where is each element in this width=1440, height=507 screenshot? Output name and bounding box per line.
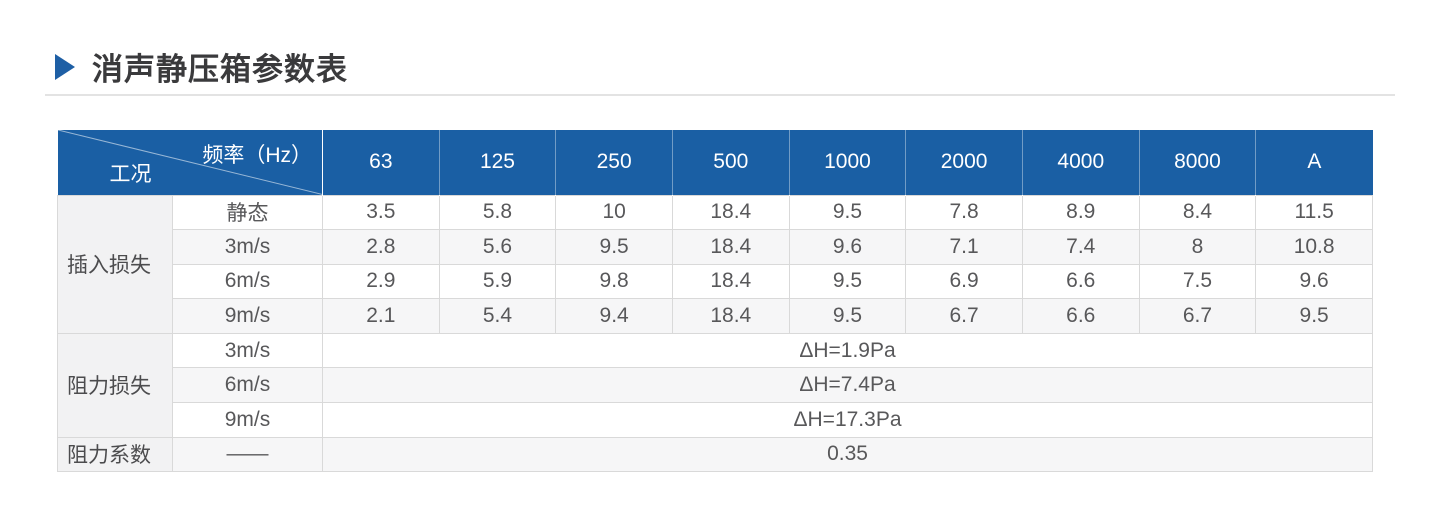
corner-header-cell: 频率（Hz） 工况 [57,130,323,195]
header-row: 频率（Hz） 工况 63 125 250 500 1000 2000 4000 … [57,130,1373,195]
value-cell: 7.4 [1021,229,1140,265]
condition-cell: —— [172,436,323,473]
freq-header: 250 [555,130,673,195]
freq-header: 63 [322,130,440,195]
value-cell: 9.6 [1255,263,1373,300]
condition-cell: 9m/s [172,402,323,438]
value-cell: 9.5 [788,194,907,231]
freq-header: 4000 [1022,130,1140,195]
value-cell: 9.5 [555,229,673,265]
condition-cell: 3m/s [172,332,323,369]
freq-header: 1000 [789,130,907,195]
title-separator [45,94,1395,96]
value-cell: 7.5 [1138,263,1257,300]
value-cell: 10.8 [1255,229,1373,265]
title-triangle-icon [55,53,75,80]
row-group-label-resistance-loss: 阻力损失 [57,332,173,438]
table-row: 9m/s 2.1 5.4 9.4 18.4 9.5 6.7 6.6 6.7 9.… [58,298,1373,334]
corner-label-frequency: 频率（Hz） [202,144,312,167]
table-row: 插入损失 静态 3.5 5.8 10 18.4 9.5 7.8 8.9 8.4 … [57,194,1373,334]
condition-cell: 静态 [172,194,323,231]
value-cell: 2.9 [322,263,440,300]
value-cell: 9.5 [788,298,907,334]
value-cell: 6.7 [1138,298,1257,334]
value-cell: 18.4 [671,298,790,334]
merged-value-cell: ΔH=1.9Pa [322,332,1373,369]
table-row: 6m/s 2.9 5.9 9.8 18.4 9.5 6.9 6.6 7.5 9.… [58,263,1373,300]
condition-cell: 6m/s [172,367,323,404]
value-cell: 7.8 [905,194,1023,231]
row-label-resistance-coefficient: 阻力系数 [57,436,173,473]
value-cell: 18.4 [671,194,790,231]
value-cell: 18.4 [671,229,790,265]
value-cell: 6.9 [905,263,1023,300]
corner-label-condition: 工况 [109,162,152,186]
diagonal-divider [58,130,323,195]
value-cell: 9.5 [1255,298,1373,334]
value-cell: 10 [555,194,673,231]
freq-header: A [1255,130,1373,195]
value-cell: 9.8 [555,263,673,300]
table-row: 9m/s ΔH=17.3Pa [58,402,1373,438]
freq-header: 500 [672,130,790,195]
value-cell: 5.8 [438,194,557,231]
value-cell: 8 [1138,229,1257,265]
value-cell: 5.9 [438,263,557,300]
value-cell: 6.6 [1021,298,1140,334]
parameter-table: 频率（Hz） 工况 63 125 250 500 1000 2000 4000 … [57,130,1373,473]
value-cell: 5.6 [438,229,557,265]
condition-cell: 6m/s [172,263,323,300]
freq-header: 2000 [905,130,1023,195]
table-row: 阻力损失 3m/s ΔH=1.9Pa [57,332,1373,438]
value-cell: 2.1 [322,298,440,334]
value-cell: 2.8 [322,229,440,265]
row-group-label-insertion-loss: 插入损失 [57,194,173,334]
value-cell: 9.4 [555,298,673,334]
value-cell: 8.9 [1021,194,1140,231]
value-cell: 9.6 [788,229,907,265]
page-title: 消声静压箱参数表 [92,52,348,87]
table-row: 3m/s 2.8 5.6 9.5 18.4 9.6 7.1 7.4 8 10.8 [58,229,1373,265]
freq-header: 8000 [1139,130,1257,195]
section-title: 消声静压箱参数表 [55,44,348,89]
value-cell: 8.4 [1138,194,1257,231]
value-cell: 18.4 [671,263,790,300]
value-cell: 7.1 [905,229,1023,265]
merged-value-cell: ΔH=17.3Pa [322,402,1373,438]
table-row: 6m/s ΔH=7.4Pa [58,367,1373,404]
merged-value-cell: 0.35 [322,436,1373,473]
table-row: 阻力系数 —— 0.35 [57,436,1373,473]
freq-header: 125 [439,130,557,195]
condition-cell: 3m/s [172,229,323,265]
value-cell: 9.5 [788,263,907,300]
condition-cell: 9m/s [172,298,323,334]
value-cell: 11.5 [1255,194,1373,231]
merged-value-cell: ΔH=7.4Pa [322,367,1373,404]
value-cell: 6.6 [1021,263,1140,300]
value-cell: 5.4 [438,298,557,334]
value-cell: 3.5 [322,194,440,231]
value-cell: 6.7 [905,298,1023,334]
